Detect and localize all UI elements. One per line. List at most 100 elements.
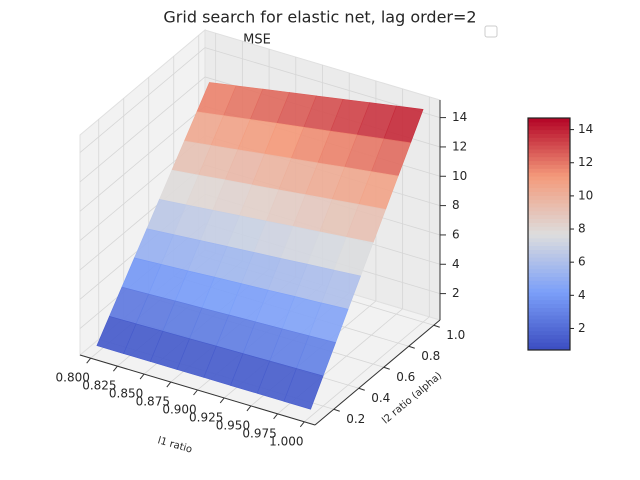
colorbar-segment bbox=[528, 303, 570, 308]
axis-line bbox=[314, 319, 441, 426]
colorbar-segment bbox=[528, 172, 570, 177]
z-tick-label: 6 bbox=[452, 227, 460, 241]
z-tick-label: 4 bbox=[452, 257, 460, 271]
colorbar-segment bbox=[528, 241, 570, 247]
colorbar-segment bbox=[528, 199, 570, 204]
tick-mark bbox=[273, 413, 279, 420]
tick-mark bbox=[383, 366, 390, 370]
colorbar-segment bbox=[528, 307, 570, 312]
colorbar-segment bbox=[528, 315, 570, 320]
colorbar-segment bbox=[528, 133, 570, 138]
colorbar-segment bbox=[528, 268, 570, 274]
tick-mark bbox=[139, 373, 145, 380]
colorbar-segment bbox=[528, 206, 570, 212]
y-tick-label: 1.0 bbox=[446, 328, 465, 342]
tick-mark bbox=[193, 389, 198, 396]
colorbar-segment bbox=[528, 148, 570, 154]
z-tick-label: 10 bbox=[452, 169, 467, 183]
grid-line bbox=[79, 105, 206, 212]
colorbar-segment bbox=[528, 210, 570, 216]
chart-title: Grid search for elastic net, lag order=2 bbox=[163, 8, 476, 27]
y-tick-label: 0.4 bbox=[371, 391, 390, 405]
colorbar-segment bbox=[528, 299, 570, 305]
colorbar-segment bbox=[528, 125, 570, 131]
tick-mark bbox=[246, 405, 252, 412]
colorbar-segment bbox=[528, 145, 570, 150]
colorbar-segment bbox=[528, 121, 570, 127]
colorbar-segment bbox=[528, 272, 570, 278]
colorbar-segment bbox=[528, 176, 570, 181]
grid-line bbox=[204, 47, 441, 118]
x-tick-label: 0.800 bbox=[56, 371, 90, 385]
colorbar-segment bbox=[528, 288, 570, 293]
colorbar-segment bbox=[528, 237, 570, 243]
colorbar-segment bbox=[528, 230, 570, 235]
colorbar-segment bbox=[528, 141, 570, 146]
colorbar-segment bbox=[528, 160, 570, 165]
colorbar-segment bbox=[528, 280, 570, 285]
colorbar-segment bbox=[528, 164, 570, 169]
y-tick-label: 0.6 bbox=[396, 370, 415, 384]
colorbar-segment bbox=[528, 183, 570, 189]
z-tick-label: 2 bbox=[452, 286, 460, 300]
colorbar-segment bbox=[528, 253, 570, 258]
colorbar-segment bbox=[528, 295, 570, 301]
colorbar-segment bbox=[528, 222, 570, 227]
colorbar-segment bbox=[528, 249, 570, 254]
colorbar-segment bbox=[528, 330, 570, 336]
x-tick-label: 1.000 bbox=[269, 434, 303, 448]
colorbar-tick-label: 12 bbox=[578, 155, 593, 169]
colorbar-segment bbox=[528, 257, 570, 262]
colorbar-segment bbox=[528, 214, 570, 220]
colorbar-segment bbox=[528, 245, 570, 250]
colorbar-segment bbox=[528, 264, 570, 270]
colorbar-segment bbox=[528, 226, 570, 231]
x-tick-label: 0.825 bbox=[82, 379, 116, 393]
colorbar-segment bbox=[528, 129, 570, 134]
tick-mark bbox=[112, 365, 118, 372]
tick-mark bbox=[433, 324, 440, 328]
x-tick-label: 0.850 bbox=[109, 387, 143, 401]
colorbar-segment bbox=[528, 338, 570, 343]
colorbar-segment bbox=[528, 322, 570, 328]
colorbar-segment bbox=[528, 276, 570, 281]
colorbar-segment bbox=[528, 284, 570, 289]
y-tick-label: 0.2 bbox=[346, 412, 365, 426]
colorbar-segment bbox=[528, 261, 570, 266]
surface-cell bbox=[283, 368, 324, 410]
colorbar-segment bbox=[528, 191, 570, 196]
colorbar-segment bbox=[528, 346, 570, 351]
colorbar-tick-label: 6 bbox=[578, 255, 586, 269]
tick-mark bbox=[333, 408, 340, 412]
colorbar-segment bbox=[528, 187, 570, 192]
tick-mark bbox=[299, 421, 305, 428]
x-tick-label: 0.925 bbox=[189, 410, 223, 424]
colorbar-segment bbox=[528, 326, 570, 332]
grid-line bbox=[79, 76, 206, 183]
colorbar-segment bbox=[528, 311, 570, 316]
z-tick-label: 14 bbox=[452, 110, 467, 124]
colorbar-segment bbox=[528, 179, 570, 185]
colorbar-segment bbox=[528, 156, 570, 162]
x-tick-label: 0.975 bbox=[242, 426, 276, 440]
colorbar-segment bbox=[528, 234, 570, 239]
tick-mark bbox=[358, 387, 365, 391]
colorbar-tick-label: 8 bbox=[578, 222, 586, 236]
z-tick-label: 12 bbox=[452, 139, 467, 153]
tick-mark bbox=[408, 345, 415, 349]
grid-line bbox=[304, 316, 430, 423]
colorbar-tick-label: 2 bbox=[578, 321, 586, 335]
tick-mark bbox=[166, 381, 172, 388]
colorbar-tick-label: 4 bbox=[578, 288, 586, 302]
x-tick-label: 0.950 bbox=[216, 418, 250, 432]
colorbar-segment bbox=[528, 334, 570, 339]
colorbar-segment bbox=[528, 152, 570, 158]
colorbar-segment bbox=[528, 342, 570, 347]
colorbar-segment bbox=[528, 118, 570, 123]
x-axis-label: l1 ratio bbox=[156, 435, 193, 455]
colorbar-segment bbox=[528, 137, 570, 142]
z-tick-label: 8 bbox=[452, 198, 460, 212]
tick-mark bbox=[86, 357, 92, 364]
colorbar-tick-label: 10 bbox=[578, 188, 593, 202]
